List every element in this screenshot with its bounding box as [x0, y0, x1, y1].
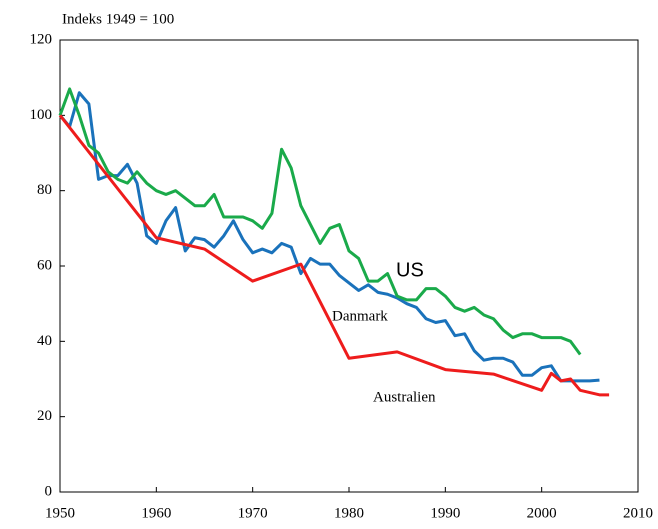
series-label: US	[396, 259, 424, 281]
y-tick-label: 60	[37, 257, 52, 273]
x-tick-label: 1990	[430, 505, 460, 521]
series-label: Australien	[373, 389, 436, 405]
y-tick-label: 0	[45, 483, 53, 499]
series-label: Danmark	[332, 308, 388, 324]
y-tick-label: 40	[37, 333, 52, 349]
plot-frame	[59, 39, 639, 493]
chart-subtitle: Indeks 1949 = 100	[62, 11, 174, 27]
y-tick-label: 80	[37, 182, 52, 198]
x-tick-label: 1960	[141, 505, 171, 521]
y-tick-label: 120	[30, 31, 53, 47]
y-tick-label: 20	[37, 408, 52, 424]
x-tick-label: 2000	[527, 505, 557, 521]
x-tick-label: 1970	[238, 505, 268, 521]
series-line	[58, 91, 600, 383]
x-tick-label: 1980	[334, 505, 364, 521]
series-line	[58, 114, 610, 397]
x-tick-label: 1950	[45, 505, 75, 521]
x-tick-label: 2010	[623, 505, 653, 521]
y-tick-label: 100	[30, 107, 53, 123]
series-line	[58, 87, 582, 356]
